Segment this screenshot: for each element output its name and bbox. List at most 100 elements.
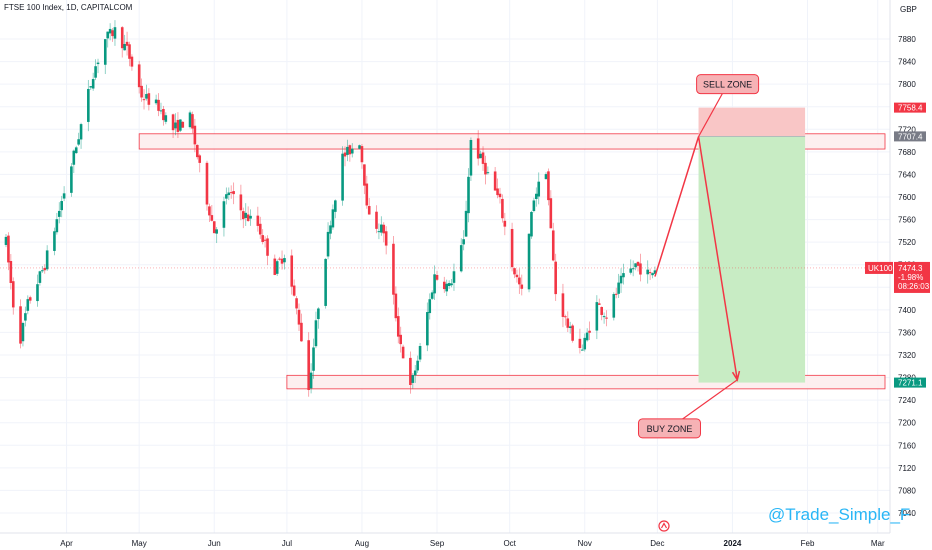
candle: [145, 84, 148, 101]
candle-body: [326, 231, 330, 257]
candle: [164, 112, 168, 125]
candle: [433, 265, 436, 300]
y-tick-label: 7160: [898, 441, 916, 450]
candle-body: [157, 99, 160, 111]
candle: [561, 283, 565, 328]
candle-body: [215, 229, 218, 234]
candle-body: [242, 211, 245, 220]
candle: [588, 321, 591, 341]
candle: [128, 41, 131, 67]
candle-body: [263, 239, 267, 241]
candle-body: [532, 200, 536, 212]
candle: [103, 39, 107, 75]
chart-title: FTSE 100 Index, 1D, CAPITALCOM: [4, 3, 133, 12]
candle-body: [597, 303, 601, 305]
candle-body: [307, 340, 310, 391]
candle: [631, 260, 635, 277]
candle: [486, 166, 490, 175]
candle: [137, 60, 141, 94]
candle-body: [266, 238, 269, 256]
candle: [430, 290, 434, 301]
x-tick-label: Jul: [282, 539, 292, 548]
candle-body: [57, 210, 61, 217]
candle-body: [653, 270, 657, 274]
candle: [493, 167, 497, 191]
candle: [275, 259, 279, 276]
candle: [232, 182, 235, 205]
candle-body: [94, 66, 97, 78]
candle-body: [629, 268, 633, 273]
x-tick-label: May: [132, 539, 147, 548]
candle: [96, 58, 100, 74]
candle-body: [60, 201, 63, 211]
candle-body: [486, 172, 490, 174]
candle: [53, 227, 56, 256]
candle: [350, 143, 354, 158]
candle: [210, 204, 214, 222]
candle: [467, 168, 470, 223]
candle-body: [229, 192, 233, 194]
candle-body: [595, 302, 599, 331]
candle-body: [145, 94, 148, 99]
candle-body: [120, 27, 124, 49]
candle: [496, 178, 499, 199]
candle: [581, 344, 584, 351]
candle-body: [125, 41, 129, 46]
candle: [74, 145, 78, 154]
candle: [411, 372, 415, 389]
candle: [295, 295, 298, 315]
y-tick-label: 7640: [898, 170, 916, 179]
candle: [258, 216, 262, 239]
candle: [520, 274, 524, 296]
y-tick-label: 7880: [898, 35, 916, 44]
candle-body: [205, 162, 209, 205]
y-tick-label: 7400: [898, 306, 916, 315]
candle: [459, 238, 463, 273]
candle-body: [130, 56, 134, 67]
candle-body: [346, 146, 349, 155]
candle-body: [246, 214, 250, 221]
candle: [7, 232, 10, 271]
candle: [142, 89, 146, 110]
candle-body: [77, 139, 80, 145]
candle-body: [297, 309, 301, 325]
price-label-box: [894, 377, 926, 388]
candle-body: [639, 263, 642, 275]
candle: [171, 113, 175, 139]
candle-body: [447, 283, 451, 286]
candle-body: [103, 39, 107, 65]
candle-body: [280, 258, 284, 264]
candle: [62, 186, 66, 202]
candle-body: [208, 206, 211, 216]
candle: [263, 236, 267, 248]
candle: [600, 306, 603, 321]
candle-body: [179, 119, 182, 131]
candle-body: [113, 27, 117, 39]
candle: [312, 338, 315, 379]
candle: [544, 172, 548, 180]
candle: [307, 332, 310, 397]
candle-body: [513, 268, 516, 275]
candle-body: [515, 274, 519, 278]
candle-body: [4, 236, 8, 245]
candle-body: [106, 31, 110, 39]
candle: [382, 222, 386, 243]
candle: [418, 342, 422, 363]
candle-body: [481, 152, 485, 164]
price-label-text: 7707.4: [898, 132, 923, 141]
candle-body: [55, 219, 59, 233]
logo-icon: [658, 520, 670, 532]
candle: [89, 86, 93, 91]
candle: [346, 139, 349, 162]
candle: [549, 190, 553, 229]
candle-body: [137, 64, 141, 88]
candle: [479, 150, 482, 159]
candle: [571, 323, 574, 343]
candle: [639, 253, 642, 282]
candle: [324, 258, 327, 309]
candle-body: [651, 273, 654, 276]
candle: [94, 59, 97, 81]
candle: [297, 303, 301, 331]
candle: [79, 122, 83, 149]
